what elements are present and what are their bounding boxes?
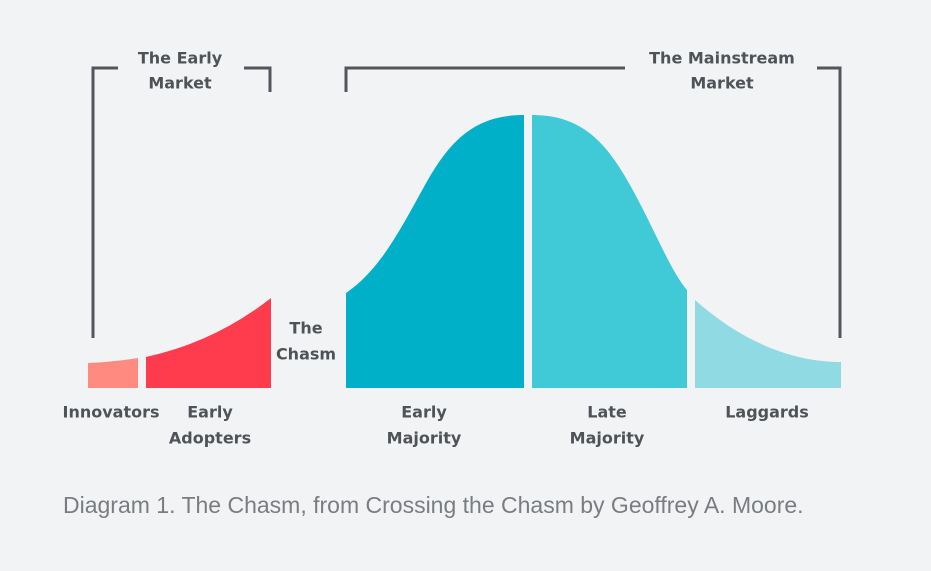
segment-label: Innovators xyxy=(62,403,159,422)
segment-label: Early xyxy=(187,403,233,422)
early-adopters-segment xyxy=(146,298,271,388)
late-majority-segment xyxy=(532,115,687,388)
bracket-label: Market xyxy=(148,74,212,93)
segment-label: Majority xyxy=(387,429,462,448)
mainstream-market-bracket xyxy=(344,66,842,338)
caption: Diagram 1. The Chasm, from Crossing the … xyxy=(63,492,804,518)
early-market-bracket xyxy=(91,66,272,338)
segment-label: Late xyxy=(587,403,627,422)
bracket-label: The Early xyxy=(138,49,223,68)
segment-label: Adopters xyxy=(169,429,251,448)
innovators-segment xyxy=(88,358,138,388)
chasm-label: The xyxy=(289,319,322,338)
segment-label: Laggards xyxy=(725,403,809,422)
bracket-label: The Mainstream xyxy=(649,49,795,68)
segment-label: Majority xyxy=(570,429,645,448)
early-majority-segment xyxy=(346,115,524,388)
segment-label: Early xyxy=(401,403,447,422)
laggards-segment xyxy=(695,300,841,388)
bracket-label: Market xyxy=(690,74,754,93)
chasm-label: Chasm xyxy=(276,345,336,364)
